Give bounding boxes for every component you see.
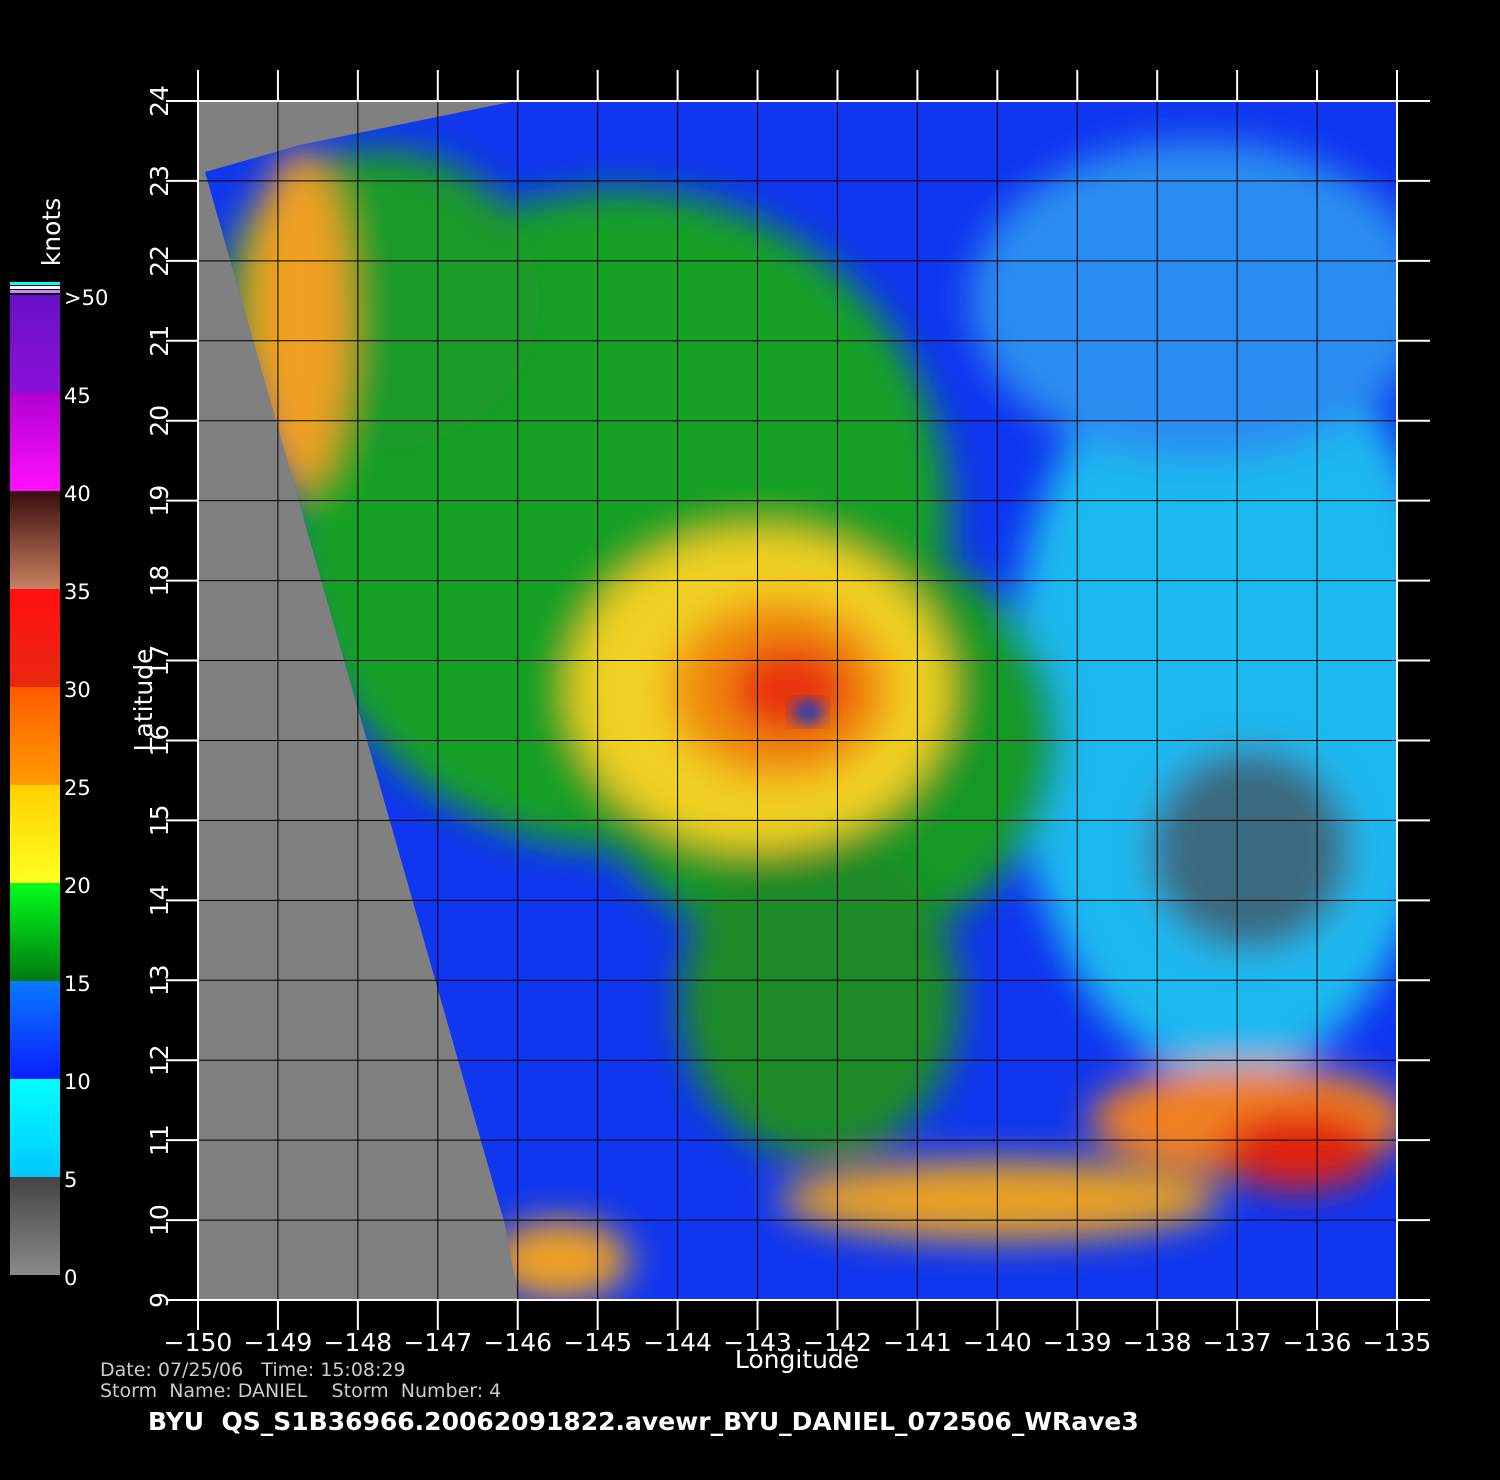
- y-tick-label: 22: [145, 245, 174, 277]
- y-tick-label: 21: [145, 325, 174, 357]
- colorbar-segment: [10, 491, 60, 589]
- y-tick-label: 19: [145, 485, 174, 517]
- y-tick-label: 15: [145, 804, 174, 836]
- x-tick-label: −143: [723, 1328, 792, 1357]
- x-tick-label: −137: [1203, 1328, 1272, 1357]
- y-tick-label: 23: [145, 165, 174, 197]
- x-tick-label: −150: [164, 1328, 233, 1357]
- x-tick-label: −149: [244, 1328, 313, 1357]
- colorbar-tick-label: 40: [64, 482, 91, 506]
- plot-frame: [197, 100, 1398, 1301]
- colorbar-tick-label: 45: [64, 384, 91, 408]
- y-tick-label: 20: [145, 405, 174, 437]
- x-tick-label: −140: [963, 1328, 1032, 1357]
- colorbar-label: knots: [37, 198, 66, 266]
- x-tick-label: −148: [324, 1328, 393, 1357]
- wind-field: [205, 101, 1397, 1300]
- colorbar-segment: [10, 883, 60, 981]
- colorbar-tick-label: 0: [64, 1266, 77, 1290]
- x-tick-label: −138: [1123, 1328, 1192, 1357]
- y-tick-label: 14: [145, 884, 174, 916]
- y-tick-label: 13: [145, 964, 174, 996]
- colorbar-tick-label: 10: [64, 1070, 91, 1094]
- x-tick-label: −142: [803, 1328, 872, 1357]
- x-tick-label: −144: [643, 1328, 712, 1357]
- colorbar-segment: [10, 393, 60, 491]
- x-axis-label: Longitude: [735, 1345, 859, 1374]
- colorbar-segment: [10, 295, 60, 393]
- y-tick-label: 17: [145, 645, 174, 677]
- colorbar-segment: [10, 687, 60, 785]
- date-time: Date: 07/25/06 Time: 15:08:29: [100, 1359, 406, 1381]
- graticule: [166, 70, 1430, 1330]
- colorbar-segment: [10, 589, 60, 687]
- colorbar-cap: [10, 286, 60, 289]
- y-tick-label: 11: [145, 1124, 174, 1156]
- x-tick-label: −139: [1043, 1328, 1112, 1357]
- x-tick-label: −135: [1363, 1328, 1432, 1357]
- y-axis-label: Latitude: [129, 649, 158, 752]
- x-tick-label: −146: [483, 1328, 552, 1357]
- colorbar-tick-label: 20: [64, 874, 91, 898]
- y-tick-label: 10: [145, 1204, 174, 1236]
- colorbar-tick-label: >50: [64, 286, 108, 310]
- colorbar-tick-label: 35: [64, 580, 91, 604]
- y-tick-label: 12: [145, 1044, 174, 1076]
- colorbar-tick-label: 25: [64, 776, 91, 800]
- colorbar-tick-label: 15: [64, 972, 91, 996]
- y-tick-label: 9: [145, 1292, 174, 1308]
- colorbar-tick-label: 5: [64, 1168, 77, 1192]
- x-tick-label: −141: [883, 1328, 952, 1357]
- colorbar-tick-label: 30: [64, 678, 91, 702]
- y-tick-label: 16: [145, 725, 174, 757]
- colorbar-segment: [10, 1079, 60, 1177]
- file-title: BYU QS_S1B36966.20062091822.avewr_BYU_DA…: [148, 1407, 1139, 1436]
- x-tick-label: −145: [563, 1328, 632, 1357]
- colorbar-cap: [10, 282, 60, 285]
- colorbar-segment: [10, 785, 60, 883]
- y-tick-label: 18: [145, 565, 174, 597]
- colorbar-cap: [10, 290, 60, 293]
- x-tick-label: −136: [1283, 1328, 1352, 1357]
- colorbar-segment: [10, 1177, 60, 1275]
- y-tick-label: 24: [145, 85, 174, 117]
- x-tick-label: −147: [403, 1328, 472, 1357]
- storm-info: Storm Name: DANIEL Storm Number: 4: [100, 1380, 501, 1402]
- colorbar-segment: [10, 981, 60, 1079]
